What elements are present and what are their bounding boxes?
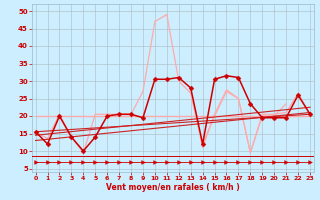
X-axis label: Vent moyen/en rafales ( km/h ): Vent moyen/en rafales ( km/h ) — [106, 183, 240, 192]
